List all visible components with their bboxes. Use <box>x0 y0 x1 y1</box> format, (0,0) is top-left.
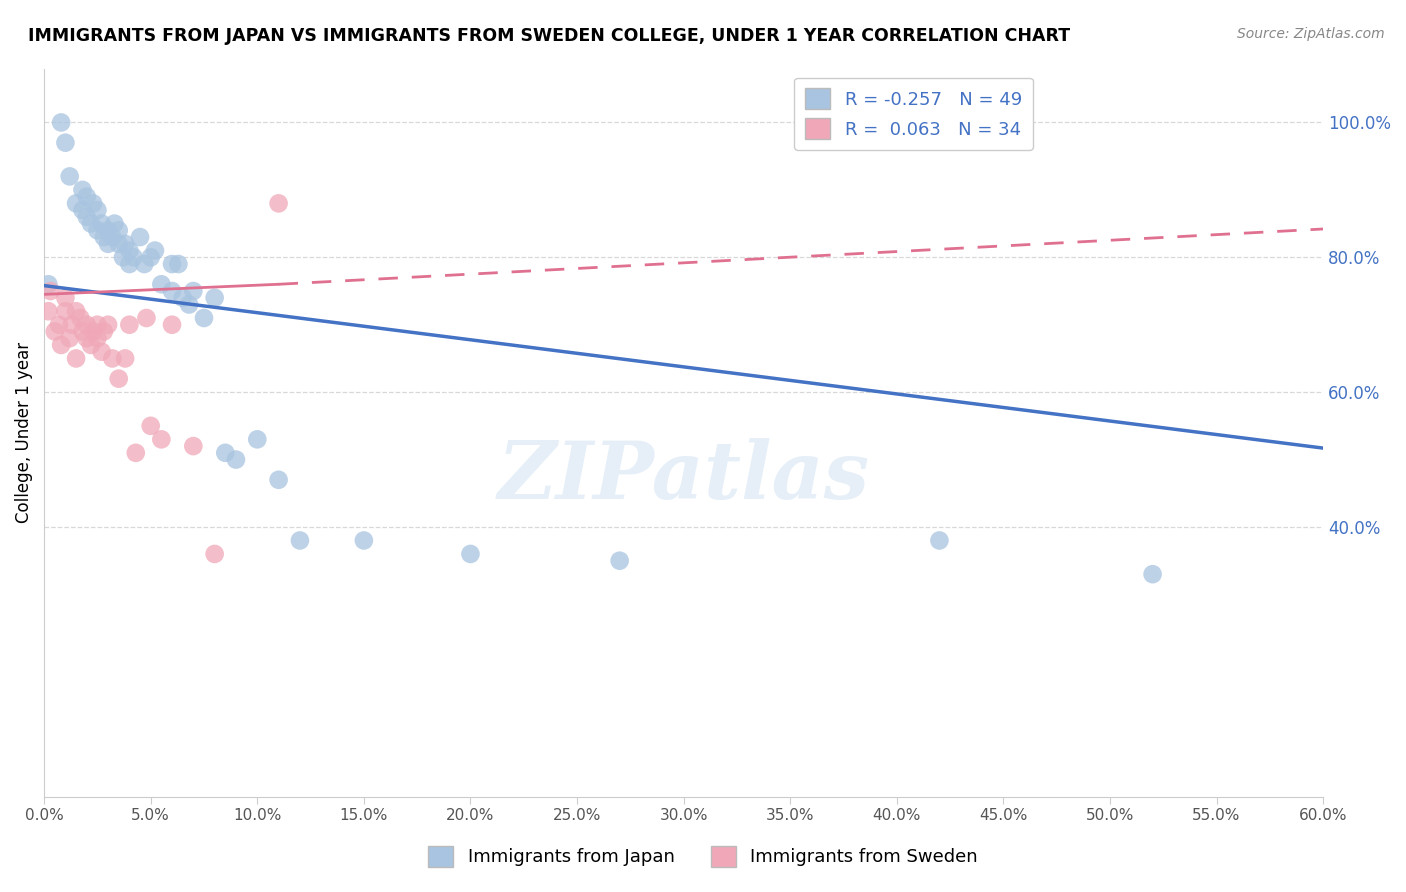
Point <box>37 304 59 318</box>
Legend: R = -0.257   N = 49, R =  0.063   N = 34: R = -0.257 N = 49, R = 0.063 N = 34 <box>794 78 1033 150</box>
Point <box>193 310 215 325</box>
Point <box>82 325 104 339</box>
Point <box>97 236 120 251</box>
Text: Source: ZipAtlas.com: Source: ZipAtlas.com <box>1237 27 1385 41</box>
Point <box>101 230 124 244</box>
Point <box>97 223 120 237</box>
Point <box>76 210 98 224</box>
Point <box>82 196 104 211</box>
Point <box>118 318 141 332</box>
Point <box>225 452 247 467</box>
Point <box>80 338 103 352</box>
Legend: Immigrants from Japan, Immigrants from Sweden: Immigrants from Japan, Immigrants from S… <box>420 838 986 874</box>
Point <box>76 318 98 332</box>
Point <box>55 304 77 318</box>
Point <box>150 433 173 447</box>
Point <box>167 257 190 271</box>
Point <box>134 257 156 271</box>
Point <box>177 297 200 311</box>
Point <box>39 284 62 298</box>
Point <box>928 533 950 548</box>
Point <box>60 318 83 332</box>
Point <box>135 310 157 325</box>
Point <box>86 203 108 218</box>
Point <box>72 183 94 197</box>
Point <box>160 284 183 298</box>
Point <box>86 223 108 237</box>
Point <box>129 230 152 244</box>
Point <box>143 244 166 258</box>
Point <box>93 230 115 244</box>
Point <box>107 236 129 251</box>
Point <box>183 439 205 453</box>
Point <box>114 236 136 251</box>
Point <box>76 189 98 203</box>
Point <box>353 533 375 548</box>
Point <box>90 217 112 231</box>
Point <box>69 310 91 325</box>
Point <box>267 473 290 487</box>
Point <box>288 533 311 548</box>
Point <box>246 433 269 447</box>
Point <box>183 284 205 298</box>
Point <box>65 304 87 318</box>
Point <box>214 446 236 460</box>
Point <box>204 291 226 305</box>
Point <box>55 136 77 150</box>
Point <box>86 331 108 345</box>
Point <box>160 257 183 271</box>
Point <box>609 554 631 568</box>
Point <box>118 257 141 271</box>
Point <box>65 351 87 366</box>
Point <box>37 277 59 292</box>
Point <box>118 244 141 258</box>
Point <box>72 325 94 339</box>
Point <box>101 351 124 366</box>
Point <box>65 196 87 211</box>
Text: IMMIGRANTS FROM JAPAN VS IMMIGRANTS FROM SWEDEN COLLEGE, UNDER 1 YEAR CORRELATIO: IMMIGRANTS FROM JAPAN VS IMMIGRANTS FROM… <box>28 27 1070 45</box>
Point <box>107 372 129 386</box>
Point <box>48 318 70 332</box>
Point <box>125 446 148 460</box>
Y-axis label: College, Under 1 year: College, Under 1 year <box>15 342 32 524</box>
Point <box>139 418 162 433</box>
Point <box>72 203 94 218</box>
Point <box>114 351 136 366</box>
Point <box>1142 567 1164 582</box>
Point <box>267 196 290 211</box>
Point <box>90 344 112 359</box>
Point <box>160 318 183 332</box>
Point <box>204 547 226 561</box>
Point <box>59 169 82 184</box>
Point <box>460 547 482 561</box>
Point <box>172 291 194 305</box>
Point <box>80 217 103 231</box>
Point <box>59 331 82 345</box>
Point <box>44 325 66 339</box>
Point <box>111 250 134 264</box>
Point <box>150 277 173 292</box>
Point <box>86 318 108 332</box>
Point <box>51 338 73 352</box>
Point <box>122 250 145 264</box>
Point <box>76 331 98 345</box>
Point <box>103 217 125 231</box>
Point <box>139 250 162 264</box>
Text: ZIPatlas: ZIPatlas <box>498 438 870 515</box>
Point <box>93 325 115 339</box>
Point <box>55 291 77 305</box>
Point <box>51 115 73 129</box>
Point <box>97 318 120 332</box>
Point <box>107 223 129 237</box>
